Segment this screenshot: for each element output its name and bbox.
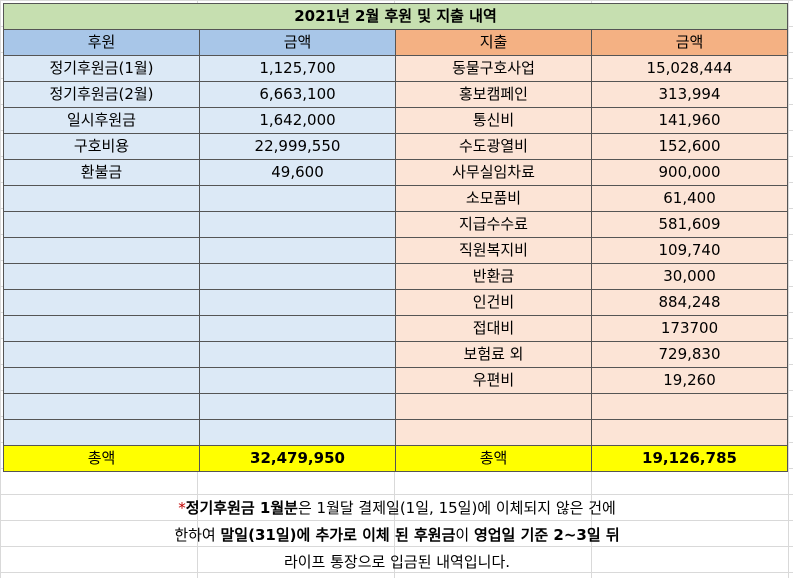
header-expense-amount[interactable]: 금액 (591, 29, 788, 56)
footnote-line-3: 라이프 통장으로 입금된 내역입니다. (3, 549, 791, 576)
donation-label-cell[interactable] (3, 341, 200, 368)
expense-amount-cell[interactable]: 30,000 (591, 263, 788, 290)
table-row: 우편비 19,260 (3, 367, 788, 394)
footnote-bold: 정기후원금 1월분 (185, 499, 298, 517)
header-expense[interactable]: 지출 (395, 29, 592, 56)
donation-amount-cell[interactable]: 49,600 (199, 159, 396, 186)
donation-amount-cell[interactable]: 22,999,550 (199, 133, 396, 160)
donation-amount-cell[interactable] (199, 237, 396, 264)
donation-amount-cell[interactable] (199, 315, 396, 342)
expense-total-label[interactable]: 총액 (395, 445, 592, 472)
expense-amount-cell[interactable]: 884,248 (591, 289, 788, 316)
expense-amount-cell[interactable] (591, 419, 788, 446)
table-row: 반환금 30,000 (3, 263, 788, 290)
table-row: 정기후원금(1월) 1,125,700 동물구호사업 15,028,444 (3, 55, 788, 82)
expense-amount-cell[interactable]: 152,600 (591, 133, 788, 160)
table-row: 구호비용 22,999,550 수도광열비 152,600 (3, 133, 788, 160)
footnote-text: 은 1월달 결제일(1일, 15일)에 이체되지 않은 건에 (297, 499, 616, 517)
donation-label-cell[interactable]: 구호비용 (3, 133, 200, 160)
expense-label-cell[interactable]: 지급수수료 (395, 211, 592, 238)
expense-label-cell[interactable] (395, 419, 592, 446)
donation-label-cell[interactable] (3, 289, 200, 316)
expense-label-cell[interactable]: 인건비 (395, 289, 592, 316)
table-row: 직원복지비 109,740 (3, 237, 788, 264)
expense-label-cell[interactable]: 홍보캠페인 (395, 81, 592, 108)
donation-amount-cell[interactable] (199, 211, 396, 238)
expense-amount-cell[interactable]: 729,830 (591, 341, 788, 368)
expense-label-cell[interactable]: 사무실임차료 (395, 159, 592, 186)
expense-label-cell[interactable]: 접대비 (395, 315, 592, 342)
donation-amount-cell[interactable] (199, 367, 396, 394)
footnote-line-2: 한하여 말일(31일)에 추가로 이체 된 후원금이 영업일 기준 2~3일 뒤 (3, 522, 791, 549)
expense-amount-cell[interactable]: 313,994 (591, 81, 788, 108)
footnote-text: 라이프 통장으로 입금된 내역입니다. (283, 553, 511, 571)
expense-label-cell[interactable]: 직원복지비 (395, 237, 592, 264)
table-row: 정기후원금(2월) 6,663,100 홍보캠페인 313,994 (3, 81, 788, 108)
table-row: 보험료 외 729,830 (3, 341, 788, 368)
table-row: 소모품비 61,400 (3, 185, 788, 212)
expense-amount-cell[interactable]: 141,960 (591, 107, 788, 134)
donation-label-cell[interactable] (3, 211, 200, 238)
expense-amount-cell[interactable]: 581,609 (591, 211, 788, 238)
expense-total-value[interactable]: 19,126,785 (591, 445, 788, 472)
footnote-bold: 영업일 기준 2~3일 뒤 (473, 526, 620, 544)
expense-label-cell[interactable] (395, 393, 592, 420)
donation-amount-cell[interactable] (199, 419, 396, 446)
expense-label-cell[interactable]: 통신비 (395, 107, 592, 134)
donation-amount-cell[interactable] (199, 289, 396, 316)
donation-amount-cell[interactable]: 1,125,700 (199, 55, 396, 82)
table-row: 환불금 49,600 사무실임차료 900,000 (3, 159, 788, 186)
table-row (3, 419, 788, 446)
table-row (3, 393, 788, 420)
expense-amount-cell[interactable]: 900,000 (591, 159, 788, 186)
expense-label-cell[interactable]: 보험료 외 (395, 341, 592, 368)
expense-label-cell[interactable]: 소모품비 (395, 185, 592, 212)
donation-label-cell[interactable] (3, 419, 200, 446)
donation-amount-cell[interactable] (199, 263, 396, 290)
donation-label-cell[interactable] (3, 263, 200, 290)
expense-amount-cell[interactable]: 61,400 (591, 185, 788, 212)
asterisk: * (178, 499, 186, 517)
table-row: 인건비 884,248 (3, 289, 788, 316)
total-row: 총액 32,479,950 총액 19,126,785 (3, 445, 788, 472)
donation-amount-cell[interactable] (199, 185, 396, 212)
donation-total-value[interactable]: 32,479,950 (199, 445, 396, 472)
header-donation[interactable]: 후원 (3, 29, 200, 56)
table-row: 일시후원금 1,642,000 통신비 141,960 (3, 107, 788, 134)
donation-label-cell[interactable] (3, 315, 200, 342)
donation-label-cell[interactable] (3, 393, 200, 420)
donation-label-cell[interactable] (3, 367, 200, 394)
expense-amount-cell[interactable]: 109,740 (591, 237, 788, 264)
expense-amount-cell[interactable] (591, 393, 788, 420)
expense-amount-cell[interactable]: 173700 (591, 315, 788, 342)
footnote-bold: 말일(31일)에 추가로 이체 된 후원금 (220, 526, 456, 544)
donation-label-cell[interactable] (3, 185, 200, 212)
donation-amount-cell[interactable] (199, 393, 396, 420)
donation-expense-table: 2021년 2월 후원 및 지출 내역 후원 금액 지출 금액 정기후원금(1월… (3, 3, 788, 472)
table-row: 접대비 173700 (3, 315, 788, 342)
expense-label-cell[interactable]: 수도광열비 (395, 133, 592, 160)
footnote-text: 한하여 (174, 526, 221, 544)
table-row: 지급수수료 581,609 (3, 211, 788, 238)
donation-label-cell[interactable]: 정기후원금(1월) (3, 55, 200, 82)
donation-label-cell[interactable]: 환불금 (3, 159, 200, 186)
donation-label-cell[interactable]: 정기후원금(2월) (3, 81, 200, 108)
header-donation-amount[interactable]: 금액 (199, 29, 396, 56)
donation-label-cell[interactable] (3, 237, 200, 264)
donation-amount-cell[interactable] (199, 341, 396, 368)
footnote-text: 이 (455, 526, 474, 544)
donation-amount-cell[interactable]: 6,663,100 (199, 81, 396, 108)
donation-total-label[interactable]: 총액 (3, 445, 200, 472)
donation-label-cell[interactable]: 일시후원금 (3, 107, 200, 134)
sheet-title[interactable]: 2021년 2월 후원 및 지출 내역 (3, 3, 788, 30)
expense-label-cell[interactable]: 반환금 (395, 263, 592, 290)
expense-amount-cell[interactable]: 19,260 (591, 367, 788, 394)
footnote-line-1: *정기후원금 1월분은 1월달 결제일(1일, 15일)에 이체되지 않은 건에 (3, 495, 791, 522)
donation-amount-cell[interactable]: 1,642,000 (199, 107, 396, 134)
footnote: *정기후원금 1월분은 1월달 결제일(1일, 15일)에 이체되지 않은 건에… (3, 495, 791, 576)
expense-label-cell[interactable]: 동물구호사업 (395, 55, 592, 82)
expense-label-cell[interactable]: 우편비 (395, 367, 592, 394)
expense-amount-cell[interactable]: 15,028,444 (591, 55, 788, 82)
